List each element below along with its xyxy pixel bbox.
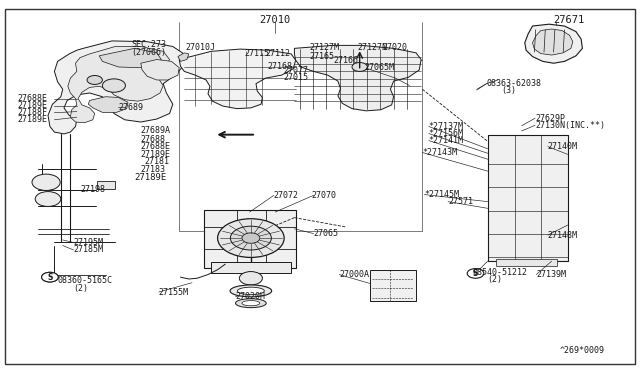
Polygon shape bbox=[68, 46, 170, 123]
Text: ^269*0009: ^269*0009 bbox=[560, 346, 605, 355]
Circle shape bbox=[87, 76, 102, 84]
Text: 27188F: 27188F bbox=[18, 108, 48, 117]
Text: 27189E: 27189E bbox=[141, 150, 171, 159]
Text: 27070: 27070 bbox=[312, 191, 337, 200]
Text: 27671: 27671 bbox=[554, 16, 585, 25]
Text: *27141M: *27141M bbox=[429, 136, 464, 145]
Text: 27198: 27198 bbox=[80, 185, 105, 194]
Bar bbox=[97, 181, 115, 189]
Text: 27112: 27112 bbox=[266, 49, 291, 58]
Text: (27066): (27066) bbox=[131, 48, 166, 57]
Text: *27156M: *27156M bbox=[429, 129, 464, 138]
Text: 27065: 27065 bbox=[314, 229, 339, 238]
Polygon shape bbox=[525, 24, 582, 63]
Text: SEC.273: SEC.273 bbox=[131, 40, 166, 49]
Text: 27010: 27010 bbox=[260, 16, 291, 25]
Text: 27127N: 27127N bbox=[357, 43, 387, 52]
Circle shape bbox=[42, 272, 58, 282]
Text: 27155M: 27155M bbox=[159, 288, 189, 296]
Text: 27688: 27688 bbox=[141, 135, 166, 144]
Bar bbox=[496, 259, 557, 266]
Polygon shape bbox=[88, 97, 128, 112]
Circle shape bbox=[102, 79, 125, 92]
Circle shape bbox=[242, 233, 260, 243]
Text: 27189E: 27189E bbox=[18, 101, 48, 110]
Ellipse shape bbox=[237, 287, 264, 295]
Bar bbox=[211, 262, 291, 273]
Text: S: S bbox=[473, 269, 478, 278]
Text: 08360-5165C: 08360-5165C bbox=[58, 276, 113, 285]
Text: 27020: 27020 bbox=[383, 43, 408, 52]
Text: *27137M: *27137M bbox=[429, 122, 464, 131]
Text: 27115: 27115 bbox=[244, 49, 269, 58]
Text: 27181: 27181 bbox=[144, 157, 169, 166]
Text: 27015: 27015 bbox=[284, 73, 308, 81]
Circle shape bbox=[32, 174, 60, 190]
Polygon shape bbox=[179, 49, 296, 109]
Text: 27571: 27571 bbox=[448, 197, 473, 206]
Circle shape bbox=[467, 269, 484, 278]
Circle shape bbox=[239, 272, 262, 285]
Text: 27689: 27689 bbox=[118, 103, 143, 112]
Circle shape bbox=[35, 192, 61, 206]
Circle shape bbox=[42, 272, 58, 282]
Text: 27168: 27168 bbox=[268, 62, 292, 71]
Bar bbox=[488, 135, 568, 261]
Text: 27189E: 27189E bbox=[18, 115, 48, 124]
Ellipse shape bbox=[242, 301, 260, 306]
Ellipse shape bbox=[236, 299, 266, 308]
Text: 08540-51212: 08540-51212 bbox=[472, 268, 527, 277]
Text: 27065M: 27065M bbox=[365, 63, 395, 72]
Text: 27139M: 27139M bbox=[536, 270, 566, 279]
Circle shape bbox=[218, 219, 284, 257]
Text: 27130N(INC.**): 27130N(INC.**) bbox=[535, 121, 605, 130]
Bar bbox=[370, 270, 416, 301]
Text: 27000A: 27000A bbox=[339, 270, 369, 279]
Text: 27688E: 27688E bbox=[18, 94, 48, 103]
Text: 27189E: 27189E bbox=[134, 173, 166, 182]
Text: 27166: 27166 bbox=[333, 56, 358, 65]
Polygon shape bbox=[48, 41, 186, 134]
Ellipse shape bbox=[230, 285, 272, 297]
Text: 27077: 27077 bbox=[284, 66, 308, 75]
Text: 27183: 27183 bbox=[141, 165, 166, 174]
Polygon shape bbox=[294, 45, 421, 111]
Text: (2): (2) bbox=[488, 275, 502, 284]
Text: *27143M: *27143M bbox=[422, 148, 458, 157]
Circle shape bbox=[230, 226, 271, 250]
Text: 27140M: 27140M bbox=[548, 142, 578, 151]
Text: 27185M: 27185M bbox=[74, 246, 104, 254]
Polygon shape bbox=[532, 29, 573, 55]
Polygon shape bbox=[99, 48, 161, 68]
Text: 27010J: 27010J bbox=[186, 43, 216, 52]
Polygon shape bbox=[141, 60, 179, 80]
Text: 27165: 27165 bbox=[309, 52, 334, 61]
Bar bbox=[204, 210, 296, 268]
Text: 27148M: 27148M bbox=[548, 231, 578, 240]
Text: S: S bbox=[47, 273, 52, 282]
Text: 27020H: 27020H bbox=[236, 292, 266, 301]
Text: (2): (2) bbox=[74, 284, 88, 293]
Text: 27072: 27072 bbox=[274, 191, 299, 200]
Text: 08363-62038: 08363-62038 bbox=[486, 79, 541, 88]
Polygon shape bbox=[178, 53, 189, 61]
Text: *27145M: *27145M bbox=[424, 190, 460, 199]
Circle shape bbox=[352, 62, 367, 71]
Text: (3): (3) bbox=[501, 86, 516, 95]
Text: 27195M: 27195M bbox=[74, 238, 104, 247]
Text: 27688E: 27688E bbox=[141, 142, 171, 151]
Text: 27689A: 27689A bbox=[141, 126, 171, 135]
Text: 27629P: 27629P bbox=[535, 114, 565, 123]
Text: 27127M: 27127M bbox=[309, 43, 339, 52]
